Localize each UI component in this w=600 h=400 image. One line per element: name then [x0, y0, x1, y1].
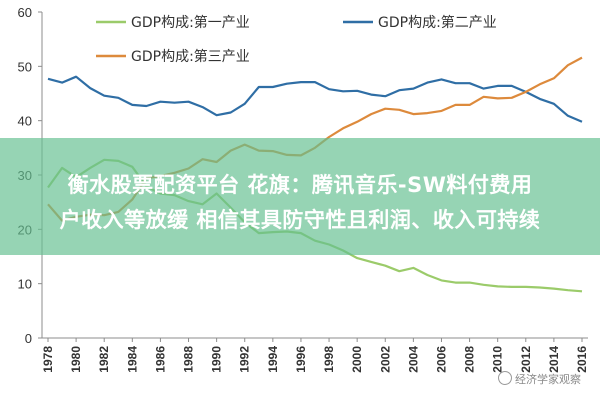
- x-tick-label: 2014: [547, 346, 561, 373]
- x-tick-label: 2006: [434, 346, 448, 373]
- y-tick-label: 60: [18, 5, 32, 20]
- x-tick-label: 1978: [41, 346, 55, 373]
- watermark-text: 经济学家观察: [515, 373, 581, 386]
- y-tick-label: 40: [18, 114, 32, 129]
- x-tick-label: 2002: [378, 346, 392, 373]
- x-tick-label: 2016: [575, 346, 589, 373]
- y-tick-label: 10: [18, 277, 32, 292]
- x-tick-label: 2010: [491, 346, 505, 373]
- chart-legend: GDP构成:第一产业 GDP构成:第二产业 GDP构成:第三产业: [96, 14, 497, 65]
- x-tick-label: 1990: [210, 346, 224, 373]
- legend-label-2: GDP构成:第二产业: [378, 14, 497, 31]
- x-tick-label: 2000: [350, 346, 364, 373]
- headline-line-2[interactable]: 户收入等放缓 相信其具防守性且利润、收入可持续: [59, 208, 541, 232]
- x-tick-label: 1992: [238, 346, 252, 373]
- x-tick-label: 2008: [463, 346, 477, 373]
- y-tick-label: 0: [25, 331, 32, 346]
- headline-line-1[interactable]: 衡水股票配资平台 花旗：腾讯音乐-SW料付费用: [67, 173, 533, 197]
- legend-label-1: GDP构成:第一产业: [131, 14, 250, 31]
- x-tick-label: 1998: [322, 346, 336, 373]
- x-tick-label: 2012: [519, 346, 533, 373]
- x-tick-label: 1984: [125, 346, 139, 373]
- series-line-2: [47, 75, 583, 123]
- x-tick-label: 1996: [294, 346, 308, 373]
- y-tick-label: 50: [18, 59, 32, 74]
- wechat-icon: [498, 371, 512, 385]
- source-watermark: 经济学家观察: [498, 371, 581, 387]
- x-tick-label: 1994: [266, 346, 280, 373]
- legend-label-3: GDP构成:第三产业: [131, 48, 250, 65]
- x-tick-label: 1982: [97, 346, 111, 373]
- x-tick-label: 1986: [153, 346, 167, 373]
- x-tick-label: 1980: [69, 346, 83, 373]
- x-tick-label: 2004: [406, 346, 420, 373]
- headline-banner[interactable]: 衡水股票配资平台 花旗：腾讯音乐-SW料付费用 户收入等放缓 相信其具防守性且利…: [0, 138, 600, 255]
- x-tick-label: 1988: [182, 346, 196, 373]
